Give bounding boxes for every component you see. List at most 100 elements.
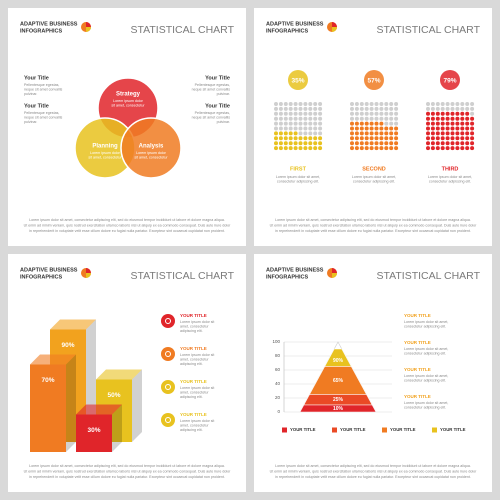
item-desc: adipiscing elit. [180,329,203,333]
waffle-cell [426,131,430,136]
waffle-cell [445,116,450,121]
waffle-cell [379,116,384,121]
waffle-cell [293,102,298,106]
panel-title: STATISTICAL CHART [377,24,481,36]
category-desc: Lorem ipsum dolor sit amet, [352,175,396,179]
waffle-cell [369,141,374,146]
waffle-cell [308,126,313,131]
logo [332,22,337,27]
waffle-cell [350,131,354,136]
percent-badge [364,70,384,90]
waffle-cell [283,141,288,146]
waffle-cell [313,131,318,136]
waffle-cell [450,111,455,116]
waffle-cell [274,136,278,141]
waffle-cell [278,146,283,151]
value-label: 30% [87,427,100,434]
waffle-cell [394,131,399,136]
waffle-cell [379,141,384,146]
waffle-cell [465,146,470,151]
waffle-cell [359,106,364,111]
waffle-cell [440,131,445,136]
waffle-cell [369,131,374,136]
waffle-cell [359,136,364,141]
waffle-cell [298,126,303,131]
waffle-cell [455,116,460,121]
item-desc: Lorem ipsum dolor sit amet, [404,401,448,405]
waffle-cell [283,126,288,131]
item-desc: consectetur adipiscing elit. [404,324,446,328]
waffle-cell [364,106,369,111]
waffle [426,102,475,151]
venn-desc: sit amet, consectetur [88,155,122,159]
waffle-cell [384,131,389,136]
waffle-cell [426,111,430,116]
waffle-cell [318,141,323,146]
venn-title: Analysis [139,144,164,150]
waffle-cell [384,102,389,106]
legend-label: YOUR TITLE [390,427,416,432]
footer-text: Ut enim ad minim veniam, quis nostrud ex… [270,469,478,473]
brand: ADAPTIVE BUSINESS [266,21,324,27]
block-top [30,354,76,365]
waffle-cell [440,136,445,141]
waffle-cell [350,116,354,121]
category-desc: Lorem ipsum dolor sit amet, [276,175,320,179]
item-desc: amet, consectetur [180,423,209,427]
side-desc: Pellentesque egestas, [24,83,59,87]
waffle-cell [450,102,455,106]
waffle-cell [440,106,445,111]
side-title: Your Title [24,75,49,81]
waffle-cell [293,126,298,131]
side-desc: neque sit amet convallis [24,115,63,119]
waffle-cell [318,116,323,121]
waffle-cell [455,111,460,116]
waffle-cell [308,146,313,151]
logo [332,273,337,278]
waffle-cell [379,121,384,126]
waffle-cell [303,106,308,111]
y-tick-label: 40 [275,381,281,386]
waffle-cell [369,136,374,141]
y-tick-label: 60 [275,367,281,372]
panel-title: STATISTICAL CHART [131,24,235,36]
waffle-cell [430,121,435,126]
side-desc: Pellentesque egestas, [195,83,230,87]
waffle-cell [374,102,379,106]
waffle-cell [450,106,455,111]
waffle-cell [470,141,475,146]
waffle-cell [445,106,450,111]
waffle-cell [384,136,389,141]
item-desc: Lorem ipsum dolor sit amet, [404,374,448,378]
waffle-cell [278,121,283,126]
waffle-cell [384,116,389,121]
waffle-cell [354,131,359,136]
waffle-cell [430,106,435,111]
waffle-cell [379,126,384,131]
waffle-cell [350,146,354,151]
waffle-cell [450,131,455,136]
legend-label: YOUR TITLE [440,427,466,432]
waffle-cell [369,146,374,151]
venn-desc: sit amet, consectetur [134,155,168,159]
item-desc: Lorem ipsum dolor sit [180,353,214,357]
waffle-cell [313,126,318,131]
waffle-cell [350,126,354,131]
waffle-cell [374,141,379,146]
waffle-cell [303,131,308,136]
panel-title: STATISTICAL CHART [377,270,481,282]
venn-desc: sit amet, consectetur [111,103,145,107]
waffle-cell [430,102,435,106]
waffle-cell [364,111,369,116]
waffle-cell [278,106,283,111]
waffle-cell [354,136,359,141]
side-desc: pulvinar. [24,120,37,124]
item-desc: amet, consectetur [180,324,209,328]
waffle-cell [394,141,399,146]
waffle-cell [288,141,293,146]
waffle-cell [313,121,318,126]
item-icon-glyph [165,384,171,390]
waffle-cell [394,136,399,141]
waffle-cell [426,106,430,111]
